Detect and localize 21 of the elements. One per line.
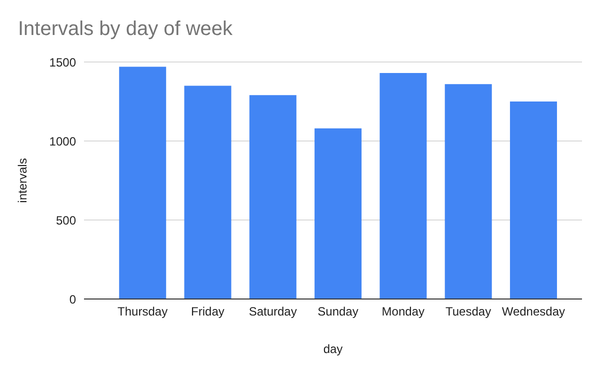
x-tick-label: Wednesday: [502, 304, 566, 319]
bar: [380, 73, 427, 299]
bar: [184, 86, 232, 299]
y-tick-label: 1000: [49, 134, 76, 148]
chart-title: Intervals by day of week: [18, 18, 233, 41]
bar: [119, 66, 166, 299]
x-tick-label: Monday: [382, 304, 424, 319]
bar: [249, 95, 296, 299]
x-tick-label: Sunday: [318, 304, 358, 319]
x-tick-label: Tuesday: [445, 304, 492, 319]
x-axis-title: day: [323, 342, 343, 356]
bar: [510, 102, 557, 299]
bar: [444, 84, 492, 299]
x-tick-label: Friday: [191, 304, 224, 319]
x-tick-label: Thursday: [118, 304, 168, 319]
x-tick-label: Saturday: [248, 304, 297, 319]
y-tick-label: 1500: [49, 55, 76, 70]
y-tick-label: 0: [69, 292, 76, 306]
y-axis-title: intervals: [15, 158, 30, 203]
bar: [314, 128, 362, 299]
y-tick-label: 500: [56, 213, 76, 228]
